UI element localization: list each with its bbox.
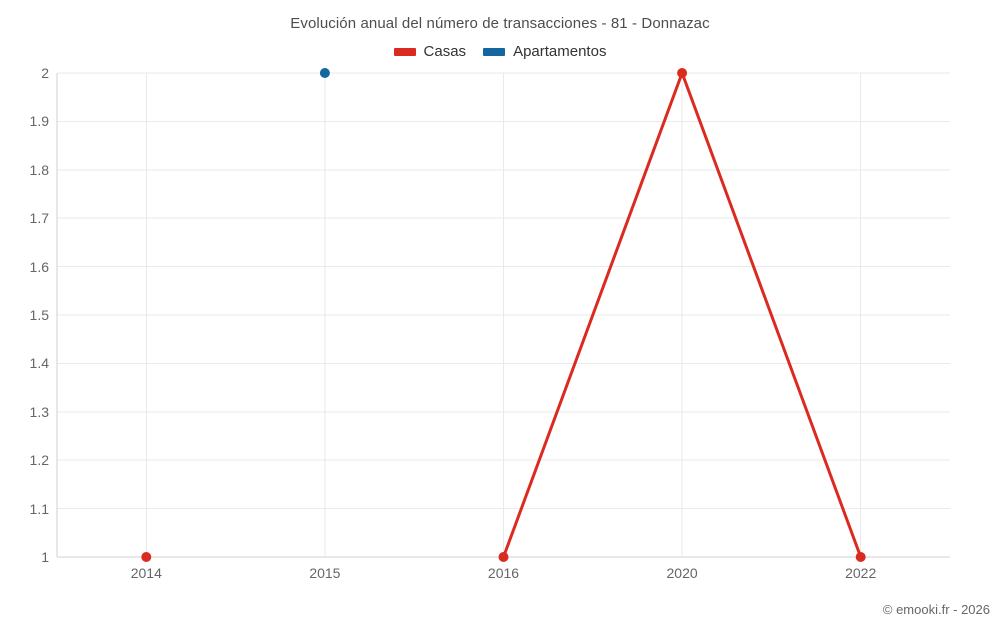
legend-swatch-casas [393,47,416,56]
y-axis-tick-label: 2 [41,65,49,81]
x-axis-tick-label: 2016 [487,565,520,581]
y-axis-tick-label: 1.9 [29,113,49,130]
chart-legend: Casas Apartamentos [0,44,1000,59]
x-axis-tick-labels: 2014 2015 2016 2020 2022 [57,565,950,587]
x-axis-tick-label: 2015 [309,565,341,581]
y-axis-tick-label: 1.2 [29,452,49,469]
data-point[interactable] [141,552,152,562]
y-axis-tick-label: 1.5 [29,307,49,323]
plot-svg [56,68,950,562]
y-axis-tick-label: 1.7 [29,210,49,227]
data-point[interactable] [319,68,330,78]
legend-item-apartamentos[interactable]: Apartamentos [483,44,606,59]
x-axis-tick-label: 2014 [130,565,162,581]
legend-label-casas: Casas [423,43,467,60]
data-point[interactable] [677,68,688,78]
x-axis-tick-label: 2022 [845,565,877,581]
data-point[interactable] [855,552,866,562]
y-axis-tick-label: 1.8 [29,161,49,178]
legend-label-apartamentos: Apartamentos [513,43,607,60]
y-axis-tick-label: 1.4 [29,355,49,372]
y-axis-tick-label: 1.1 [29,500,49,517]
credit-text: © emooki.fr - 2026 [882,602,990,617]
chart-title: Evolución anual del número de transaccio… [290,15,710,32]
y-axis-tick-label: 1 [41,549,49,565]
legend-item-casas[interactable]: Casas [393,43,467,60]
data-point[interactable] [498,552,509,562]
y-axis-tick-label: 1.3 [29,403,49,420]
plot-area [56,68,950,562]
y-axis-tick-label: 1.6 [29,258,49,275]
x-axis-tick-label: 2020 [666,565,698,581]
legend-swatch-apartamentos [483,47,506,56]
y-axis-tick-labels: 2 1.9 1.8 1.7 1.6 1.5 1.4 1.3 1.2 1.1 1 [0,65,49,565]
